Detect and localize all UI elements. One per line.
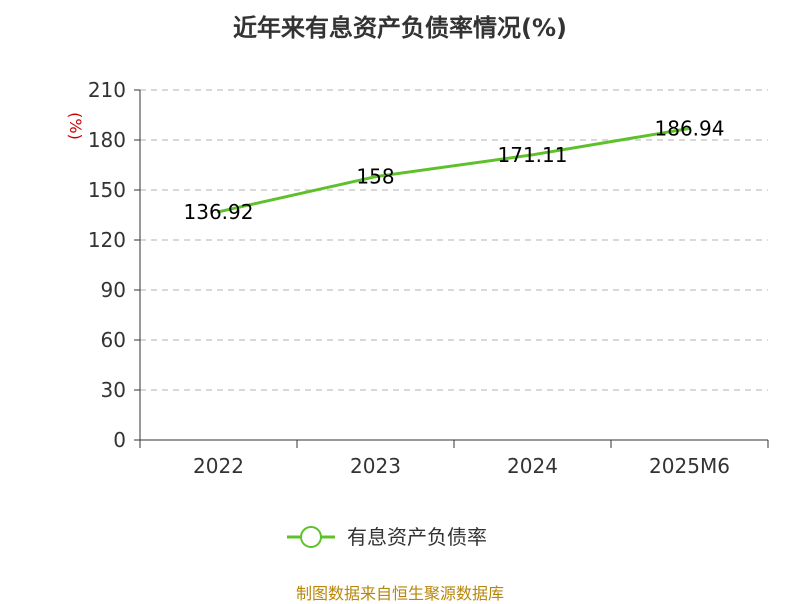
grid-lines [140, 89, 768, 391]
data-label: 186.94 [655, 116, 725, 140]
y-axis-unit-label: (%) [66, 112, 85, 140]
x-tick-label: 2023 [350, 454, 401, 478]
data-point[interactable] [374, 175, 377, 179]
data-label: 171.11 [498, 143, 568, 167]
data-label: 136.92 [184, 200, 254, 224]
x-tick-label: 2025M6 [649, 454, 730, 478]
data-point[interactable] [688, 126, 691, 130]
source-note: 制图数据来自恒生聚源数据库 [295, 584, 504, 603]
axes: 0 30 60 90 120 150 180 210 2022 2023 2024 2025M6 [88, 78, 769, 478]
y-tick-label: 210 [88, 78, 126, 102]
y-tick-label: 0 [113, 428, 126, 452]
legend[interactable]: 有息资产负债率 [287, 525, 487, 549]
legend-circle-marker [300, 526, 322, 548]
y-tick-label: 150 [88, 178, 126, 202]
y-tick-label: 30 [101, 378, 126, 402]
y-tick-label: 90 [101, 278, 126, 302]
y-tick-label: 120 [88, 228, 126, 252]
x-tick-label: 2024 [507, 454, 558, 478]
data-labels: 136.92 158 171.11 186.94 [184, 116, 725, 223]
series-line [217, 126, 691, 214]
series-layer [217, 126, 691, 214]
data-point[interactable] [217, 210, 220, 214]
y-tick-label: 60 [101, 328, 126, 352]
y-tick-label: 180 [88, 128, 126, 152]
data-point[interactable] [531, 153, 534, 157]
x-tick-label: 2022 [193, 454, 244, 478]
legend-label: 有息资产负债率 [347, 525, 487, 549]
data-label: 158 [356, 165, 394, 189]
chart-title: 近年来有息资产负债率情况(%) [233, 14, 567, 42]
